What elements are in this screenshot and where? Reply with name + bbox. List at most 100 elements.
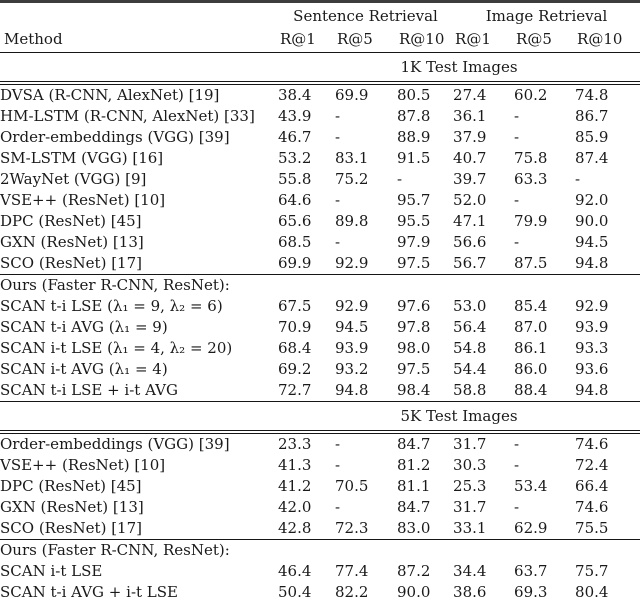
metric-header-row: Method R@1 R@5 R@10 R@1 R@5 R@10 <box>0 27 640 53</box>
method-cell: DVSA (R-CNN, AlexNet) [19] <box>0 86 220 104</box>
group-header-image-retrieval: Image Retrieval <box>485 7 608 25</box>
value-cell: 91.5 <box>397 149 431 167</box>
value-cell: 50.4 <box>278 583 312 601</box>
value-cell: 63.7 <box>514 562 548 580</box>
col-header-sr-r10: R@10 <box>399 30 445 48</box>
value-cell: 54.8 <box>453 339 487 357</box>
value-cell: 56.7 <box>453 254 487 272</box>
value-cell: - <box>335 435 341 453</box>
value-cell: 52.0 <box>453 191 487 209</box>
table-row: DPC (ResNet) [45] 41.2 70.5 81.1 25.3 53.4 66.… <box>0 476 640 497</box>
value-cell: 93.9 <box>575 318 609 336</box>
value-cell: 72.7 <box>278 381 312 399</box>
section-title-row: 5K Test Images <box>0 401 640 434</box>
table-row: DPC (ResNet) [45] 65.6 89.8 95.5 47.1 79.9 90.… <box>0 211 640 232</box>
value-cell: 86.0 <box>514 360 548 378</box>
table-row: GXN (ResNet) [13] 68.5 - 97.9 56.6 - 94.5 <box>0 232 640 253</box>
method-cell: GXN (ResNet) [13] <box>0 498 144 516</box>
value-cell: - <box>514 128 520 146</box>
value-cell: 64.6 <box>278 191 312 209</box>
value-cell: 60.2 <box>514 86 548 104</box>
table-row: Order-embeddings (VGG) [39] 23.3 - 84.7 31.7… <box>0 432 640 455</box>
value-cell: 98.0 <box>397 339 431 357</box>
value-cell: 97.6 <box>397 297 431 315</box>
col-header-ir-r1: R@1 <box>455 30 491 48</box>
col-header-sr-r5: R@5 <box>337 30 373 48</box>
value-cell <box>278 539 335 561</box>
value-cell: 94.8 <box>335 381 369 399</box>
method-cell: 2WayNet (VGG) [9] <box>0 170 147 188</box>
table-row: 2WayNet (VGG) [9] 55.8 75.2 - 39.7 63.3 - <box>0 169 640 190</box>
table-body: 1K Test Images DVSA (R-CNN, AlexNet) [19]… <box>0 52 640 603</box>
method-cell: DPC (ResNet) [45] <box>0 477 142 495</box>
method-cell: VSE++ (ResNet) [10] <box>0 191 166 209</box>
value-cell: 97.8 <box>397 318 431 336</box>
value-cell: 74.6 <box>575 435 609 453</box>
value-cell: 83.1 <box>335 149 369 167</box>
table-row: SCO (ResNet) [17] 69.9 92.9 97.5 56.7 87.5 94.… <box>0 253 640 275</box>
value-cell: 92.9 <box>335 254 369 272</box>
value-cell: 87.2 <box>397 562 431 580</box>
value-cell: 42.8 <box>278 519 312 537</box>
table-row: SM-LSTM (VGG) [16] 53.2 83.1 91.5 40.7 75.8 87… <box>0 148 640 169</box>
section-title-row: 1K Test Images <box>0 52 640 85</box>
value-cell: - <box>335 233 341 251</box>
value-cell: 87.0 <box>514 318 548 336</box>
method-cell: GXN (ResNet) [13] <box>0 233 144 251</box>
value-cell: 95.7 <box>397 191 431 209</box>
value-cell: 93.6 <box>575 360 609 378</box>
method-cell: SCAN i-t AVG (λ₁ = 4) <box>0 360 168 378</box>
method-cell: SCO (ResNet) [17] <box>0 254 142 272</box>
value-cell: 66.4 <box>575 477 609 495</box>
method-cell: SCAN t-i AVG + i-t LSE <box>0 583 178 601</box>
value-cell: 75.8 <box>514 149 548 167</box>
value-cell: - <box>335 498 341 516</box>
value-cell: - <box>514 107 520 125</box>
value-cell: - <box>514 233 520 251</box>
value-cell: 25.3 <box>453 477 487 495</box>
value-cell: 36.1 <box>453 107 487 125</box>
col-header-ir-r10: R@10 <box>577 30 623 48</box>
value-cell: 97.9 <box>397 233 431 251</box>
value-cell: 84.7 <box>397 498 431 516</box>
value-cell: - <box>335 191 341 209</box>
value-cell: 31.7 <box>453 498 487 516</box>
value-cell: - <box>397 170 403 188</box>
table-row: SCO (ResNet) [17] 42.8 72.3 83.0 33.1 62.9 75.… <box>0 518 640 540</box>
table-row: SCAN t-i LSE (λ₁ = 9, λ₂ = 6) 67.5 92.9 97.… <box>0 296 640 317</box>
table-row: SCAN t-i AVG (λ₁ = 9) 70.9 94.5 97.8 56.4 87.… <box>0 317 640 338</box>
value-cell: 89.8 <box>335 212 369 230</box>
value-cell: 68.4 <box>278 339 312 357</box>
value-cell: 84.7 <box>397 435 431 453</box>
method-cell: SCAN i-t LSE <box>0 562 103 580</box>
value-cell: - <box>514 435 520 453</box>
table-row: VSE++ (ResNet) [10] 64.6 - 95.7 52.0 - 92.0 <box>0 190 640 211</box>
value-cell <box>514 274 576 296</box>
value-cell: 92.0 <box>575 191 609 209</box>
value-cell: 62.9 <box>514 519 548 537</box>
value-cell: 90.0 <box>397 583 431 601</box>
value-cell: 53.2 <box>278 149 312 167</box>
value-cell <box>453 539 515 561</box>
value-cell: 94.5 <box>335 318 369 336</box>
value-cell: 34.4 <box>453 562 487 580</box>
value-cell: 33.1 <box>453 519 487 537</box>
value-cell <box>397 274 454 296</box>
method-cell: HM-LSTM (R-CNN, AlexNet) [33] <box>0 107 255 125</box>
value-cell: 55.8 <box>278 170 312 188</box>
value-cell: 77.4 <box>335 562 369 580</box>
value-cell: 23.3 <box>278 435 312 453</box>
method-cell: SCAN t-i LSE + i-t AVG <box>0 381 178 399</box>
value-cell: 92.9 <box>575 297 609 315</box>
value-cell: - <box>335 456 341 474</box>
section-title-spacer <box>0 401 278 434</box>
table-row: SCAN i-t LSE 46.4 77.4 87.2 34.4 63.7 75.7 <box>0 561 640 582</box>
group-header-sentence-retrieval: Sentence Retrieval <box>293 7 438 25</box>
table-row: Ours (Faster R-CNN, ResNet): <box>0 539 640 561</box>
value-cell: 85.4 <box>514 297 548 315</box>
value-cell: 65.6 <box>278 212 312 230</box>
value-cell: 87.5 <box>514 254 548 272</box>
value-cell <box>335 539 397 561</box>
value-cell: 30.3 <box>453 456 487 474</box>
